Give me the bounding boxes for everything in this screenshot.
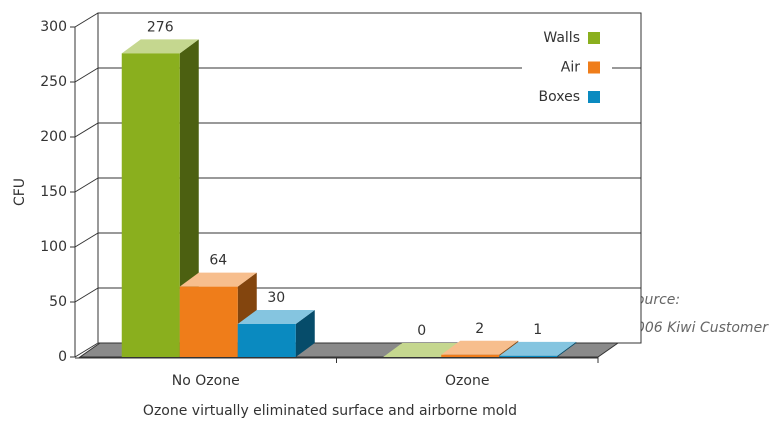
y-tick-label: 200: [40, 129, 67, 145]
bar-face: [557, 341, 577, 357]
bar-face: [237, 310, 315, 324]
grid-line: [74, 12, 99, 28]
grid-line: [74, 232, 99, 248]
bar-face: [499, 355, 558, 357]
y-tick-label: 50: [49, 294, 67, 310]
legend-label: Walls: [543, 30, 580, 46]
legend-label: Boxes: [538, 89, 580, 105]
x-axis-label: Ozone virtually eliminated surface and a…: [143, 403, 517, 419]
bar-face: [295, 310, 315, 357]
y-tick-label: 300: [40, 19, 67, 35]
value-label: 1: [533, 322, 542, 338]
bar-face: [441, 340, 519, 355]
bar: [383, 343, 461, 357]
value-label: 276: [147, 19, 174, 35]
grid-line: [74, 177, 99, 193]
grid-line: [74, 122, 99, 138]
value-label: 0: [417, 323, 426, 339]
x-tick-label: No Ozone: [172, 373, 240, 389]
y-tick-label: 250: [40, 74, 67, 90]
bar-face: [179, 286, 238, 357]
legend-swatch: [588, 91, 600, 103]
grid-line: [74, 287, 99, 303]
bar-face: [441, 354, 500, 357]
legend-swatch: [588, 32, 600, 44]
value-label: 30: [267, 290, 285, 306]
bar-face: [383, 343, 461, 357]
annotation: 2006 Kiwi Customer: [627, 320, 769, 336]
bar-face: [237, 324, 296, 357]
legend-label: Air: [561, 60, 580, 76]
bar: [237, 310, 315, 357]
y-tick-label: 0: [58, 349, 67, 365]
y-tick-label: 150: [40, 184, 67, 200]
value-label: 2: [475, 321, 484, 337]
value-label: 64: [209, 253, 227, 269]
bar-face: [179, 272, 257, 287]
grid-line: [74, 67, 99, 83]
x-tick-label: Ozone: [445, 373, 489, 389]
bar-face: [499, 341, 577, 356]
grid-line: [74, 342, 99, 358]
bar-face: [121, 39, 199, 54]
legend-swatch: [588, 61, 600, 74]
y-tick-label: 100: [40, 239, 67, 255]
bar-face: [121, 53, 180, 358]
y-axis-label: CFU: [12, 178, 28, 206]
bar: [499, 341, 577, 357]
